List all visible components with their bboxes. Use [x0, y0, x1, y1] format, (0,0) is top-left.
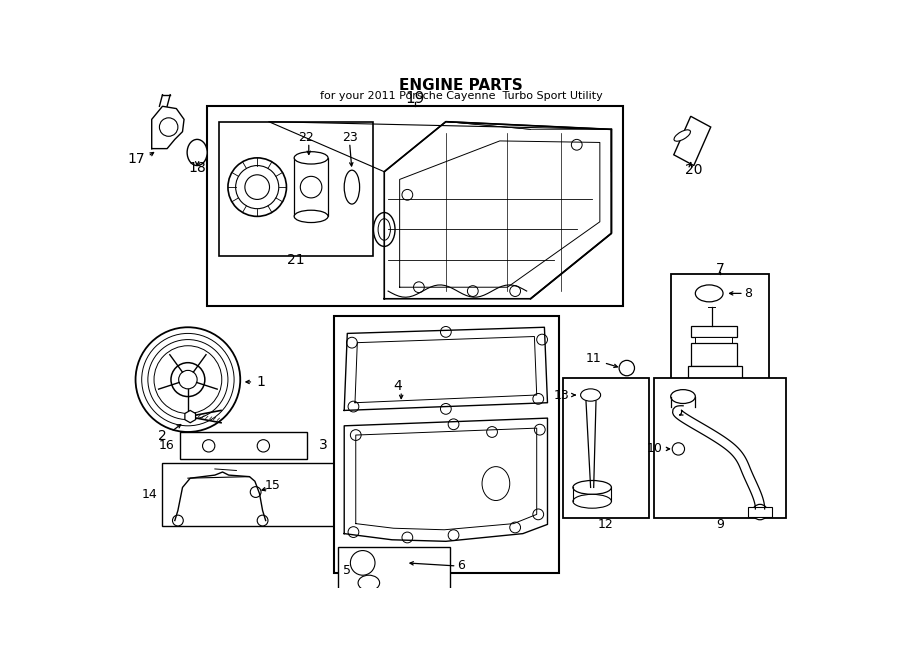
Bar: [670, 274, 770, 399]
Ellipse shape: [148, 340, 228, 420]
Ellipse shape: [672, 443, 685, 455]
Text: 6: 6: [457, 559, 465, 572]
Text: ENGINE PARTS: ENGINE PARTS: [400, 78, 523, 93]
Bar: [685, 379, 744, 389]
Bar: [180, 432, 307, 459]
Text: 7: 7: [716, 262, 724, 276]
Polygon shape: [184, 410, 195, 423]
Ellipse shape: [573, 494, 611, 508]
Text: 15: 15: [265, 479, 281, 492]
Text: 21: 21: [287, 253, 304, 267]
Bar: [696, 336, 733, 342]
Ellipse shape: [573, 481, 611, 494]
Ellipse shape: [413, 282, 424, 293]
Ellipse shape: [696, 285, 723, 302]
Ellipse shape: [509, 522, 520, 533]
Ellipse shape: [448, 419, 459, 430]
Ellipse shape: [536, 334, 547, 345]
Ellipse shape: [245, 175, 269, 200]
Text: 18: 18: [188, 161, 206, 175]
Ellipse shape: [154, 346, 221, 414]
Ellipse shape: [482, 467, 509, 500]
Bar: [690, 342, 737, 366]
Polygon shape: [674, 116, 711, 165]
Ellipse shape: [348, 527, 359, 537]
Text: 8: 8: [743, 287, 752, 300]
Text: 22: 22: [298, 131, 313, 143]
Ellipse shape: [752, 504, 768, 520]
Ellipse shape: [301, 176, 322, 198]
Ellipse shape: [257, 515, 268, 526]
Text: 4: 4: [393, 379, 402, 393]
Ellipse shape: [173, 515, 184, 526]
Ellipse shape: [533, 509, 544, 520]
Ellipse shape: [294, 152, 328, 164]
Ellipse shape: [402, 532, 413, 543]
Ellipse shape: [171, 363, 205, 397]
Ellipse shape: [533, 393, 544, 405]
Text: 9: 9: [716, 518, 724, 531]
Ellipse shape: [236, 165, 279, 209]
Ellipse shape: [350, 430, 361, 440]
Ellipse shape: [141, 333, 234, 426]
Bar: [688, 366, 742, 379]
Bar: [653, 378, 787, 518]
Ellipse shape: [374, 213, 395, 247]
Bar: [334, 317, 559, 573]
Ellipse shape: [440, 327, 451, 337]
Text: 16: 16: [159, 438, 175, 451]
Text: 5: 5: [343, 564, 351, 577]
Bar: [207, 106, 623, 307]
Text: 23: 23: [342, 131, 357, 143]
Ellipse shape: [358, 575, 380, 590]
Ellipse shape: [348, 401, 359, 412]
Ellipse shape: [467, 286, 478, 297]
Text: 2: 2: [158, 429, 166, 443]
Ellipse shape: [448, 529, 459, 541]
Ellipse shape: [509, 286, 520, 297]
Text: 3: 3: [320, 438, 328, 452]
Text: 11: 11: [586, 352, 601, 366]
Ellipse shape: [202, 440, 215, 452]
Ellipse shape: [535, 424, 545, 435]
Bar: [690, 326, 737, 336]
Ellipse shape: [344, 170, 360, 204]
Ellipse shape: [294, 210, 328, 223]
Ellipse shape: [187, 139, 207, 165]
Bar: [219, 122, 373, 256]
Ellipse shape: [402, 190, 413, 200]
Text: for your 2011 Porsche Cayenne  Turbo Sport Utility: for your 2011 Porsche Cayenne Turbo Spor…: [320, 91, 603, 101]
Ellipse shape: [250, 486, 261, 498]
Ellipse shape: [487, 426, 498, 438]
Ellipse shape: [378, 219, 391, 240]
Bar: [163, 463, 336, 526]
Text: 13: 13: [554, 389, 569, 401]
Text: 20: 20: [685, 163, 703, 177]
Ellipse shape: [572, 139, 582, 150]
Text: 12: 12: [598, 518, 614, 531]
Ellipse shape: [670, 389, 696, 403]
Ellipse shape: [350, 551, 375, 575]
Ellipse shape: [159, 118, 178, 136]
Ellipse shape: [257, 440, 269, 452]
Bar: [338, 547, 450, 595]
Ellipse shape: [580, 389, 600, 401]
Bar: [294, 158, 328, 216]
Ellipse shape: [674, 130, 690, 141]
Text: 10: 10: [647, 442, 663, 455]
Ellipse shape: [619, 360, 634, 375]
Bar: [748, 507, 772, 518]
Text: 14: 14: [141, 488, 158, 501]
Text: 1: 1: [256, 375, 266, 389]
Ellipse shape: [136, 327, 240, 432]
Text: 17: 17: [128, 151, 145, 166]
Ellipse shape: [346, 337, 357, 348]
Ellipse shape: [228, 158, 286, 216]
Ellipse shape: [440, 403, 451, 414]
Ellipse shape: [179, 370, 197, 389]
Bar: [562, 378, 649, 518]
Text: 19: 19: [405, 91, 425, 106]
